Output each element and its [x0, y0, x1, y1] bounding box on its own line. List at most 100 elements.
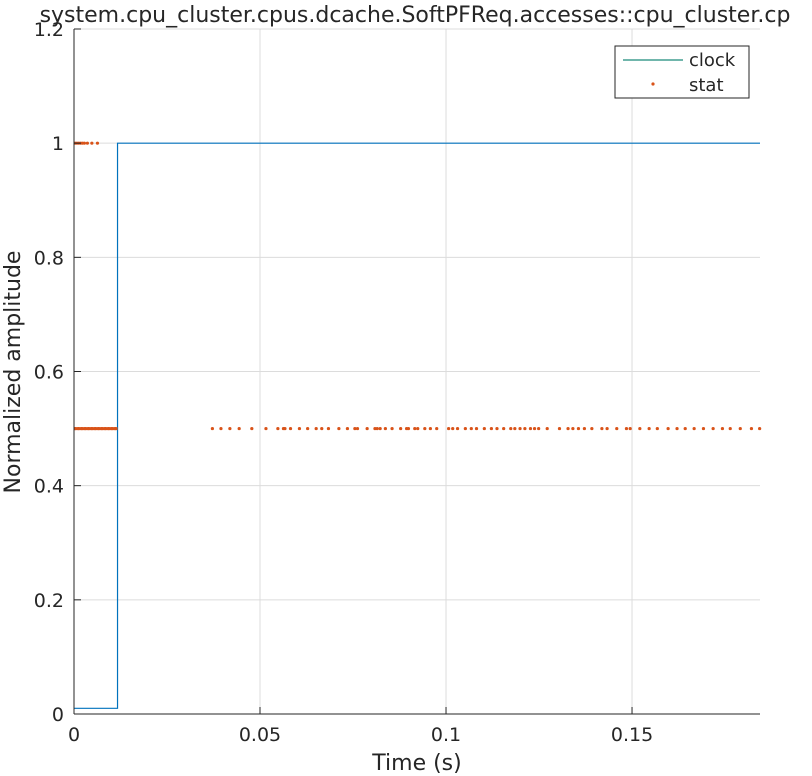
data-point-stat	[355, 426, 360, 431]
data-point-stat	[469, 426, 473, 431]
data-point-stat	[288, 426, 293, 431]
x-axis-label: Time (s)	[371, 751, 461, 776]
data-point-stat	[528, 426, 533, 431]
y-tick-label: 0.4	[34, 476, 64, 498]
data-point-stat	[532, 426, 537, 431]
data-point-stat	[513, 426, 517, 431]
data-point-stat	[728, 426, 732, 431]
data-point-stat	[413, 426, 417, 431]
data-point-stat	[692, 426, 696, 431]
data-point-stat	[576, 426, 581, 431]
data-point-stat	[337, 426, 341, 431]
series-points-stat	[73, 141, 762, 431]
data-point-stat	[545, 426, 549, 431]
data-point-stat	[518, 426, 522, 431]
y-tick-label: 1.2	[34, 19, 64, 41]
y-ticks: 0 0.2 0.4 0.6 0.8 1 1.2	[34, 19, 81, 726]
data-point-stat	[638, 426, 642, 431]
data-point-stat	[624, 426, 629, 431]
legend-box	[614, 45, 750, 99]
data-point-stat	[701, 426, 706, 431]
data-point-stat	[95, 141, 100, 145]
data-point-stat	[566, 426, 570, 431]
data-point-stat	[489, 426, 493, 431]
data-point-stat	[210, 426, 214, 431]
chart-title: system.cpu_cluster.cpus.dcache.SoftPFReq…	[40, 3, 791, 28]
data-point-stat	[375, 426, 379, 431]
data-point-stat	[605, 426, 609, 431]
data-point-stat	[502, 426, 506, 431]
x-tick-label: 0.1	[431, 724, 461, 746]
data-point-stat	[720, 426, 725, 431]
data-point-stat	[557, 426, 562, 431]
data-point-stat	[428, 426, 432, 431]
data-point-stat	[276, 426, 280, 431]
data-point-stat	[647, 426, 651, 431]
data-point-stat	[423, 426, 427, 431]
x-ticks: 0 0.05 0.1 0.15	[68, 707, 653, 746]
y-tick-label: 1	[52, 133, 64, 155]
data-point-stat	[90, 141, 94, 145]
data-point-stat	[353, 426, 357, 431]
data-point-stat	[264, 426, 268, 431]
series-line-clock	[74, 142, 760, 709]
data-point-stat	[237, 426, 241, 431]
data-point-stat	[675, 426, 679, 431]
legend: clock stat	[614, 45, 750, 99]
y-tick-label: 0.2	[34, 590, 64, 612]
data-point-stat	[447, 426, 451, 431]
data-point-stat	[82, 141, 87, 145]
data-point-stat	[749, 426, 754, 431]
data-point-stat	[365, 426, 369, 431]
data-point-stat	[455, 426, 460, 431]
legend-stat-label: stat	[689, 75, 724, 96]
data-point-stat	[406, 426, 411, 431]
data-point-stat	[600, 426, 604, 431]
data-point-stat	[435, 426, 439, 431]
data-point-stat	[85, 141, 89, 145]
data-point-stat	[655, 426, 659, 431]
data-point-stat	[615, 426, 619, 431]
y-tick-label: 0.8	[34, 247, 64, 269]
x-tick-label: 0.15	[611, 724, 653, 746]
data-point-stat	[390, 426, 394, 431]
data-point-stat	[582, 426, 587, 431]
data-point-stat	[523, 426, 527, 431]
data-point-stat	[571, 426, 575, 431]
data-point-stat	[250, 426, 254, 431]
data-point-stat	[482, 426, 486, 431]
data-point-stat	[326, 426, 331, 431]
data-point-stat	[451, 426, 455, 431]
data-point-stat	[416, 426, 420, 431]
data-point-stat	[683, 426, 687, 431]
data-point-stat	[495, 426, 499, 431]
data-point-stat	[399, 426, 403, 431]
x-tick-label: 0	[68, 724, 80, 746]
data-point-stat	[306, 426, 310, 431]
data-point-stat	[509, 426, 513, 431]
data-point-stat	[590, 426, 594, 431]
data-point-stat	[378, 426, 382, 431]
y-tick-label: 0.6	[34, 362, 64, 384]
data-point-stat	[219, 426, 223, 431]
y-axis-label: Normalized amplitude	[1, 251, 26, 494]
data-point-stat	[537, 426, 541, 431]
data-point-stat	[283, 426, 287, 431]
data-point-stat	[711, 426, 715, 431]
data-point-stat	[738, 426, 742, 431]
data-point-stat	[474, 426, 479, 431]
y-tick-label: 0	[52, 704, 64, 726]
legend-clock-label: clock	[689, 50, 736, 71]
data-point-stat	[345, 426, 350, 431]
data-point-stat	[373, 426, 377, 431]
series-layer	[73, 141, 762, 709]
data-point-stat	[758, 426, 762, 431]
data-point-stat	[628, 426, 632, 431]
data-point-stat	[297, 426, 302, 431]
data-point-stat	[314, 426, 318, 431]
legend-stat-marker	[651, 82, 655, 86]
data-point-stat	[228, 426, 232, 431]
data-point-stat	[320, 426, 324, 431]
data-point-stat	[383, 426, 387, 431]
